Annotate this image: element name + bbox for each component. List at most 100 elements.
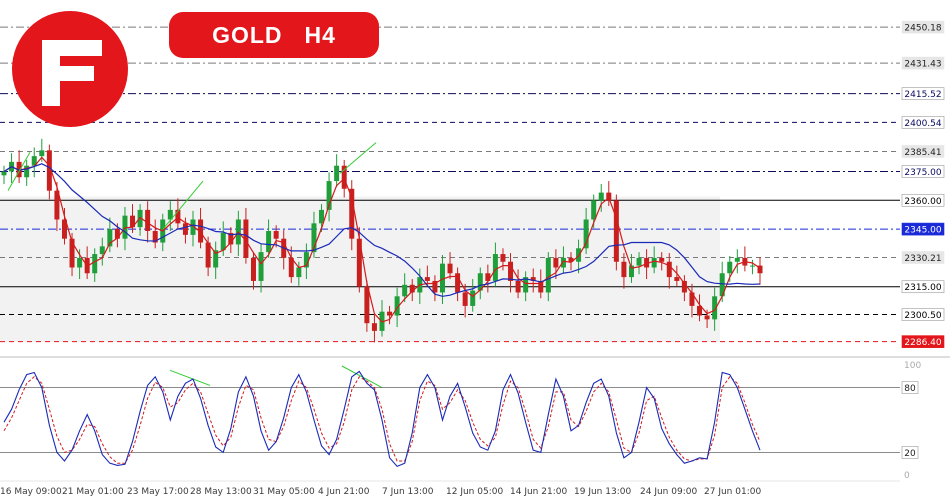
candle-body bbox=[99, 246, 105, 255]
candle-body bbox=[273, 231, 279, 239]
candle-body bbox=[432, 280, 438, 293]
candle-body bbox=[46, 150, 52, 191]
stoch-main-line bbox=[3, 370, 761, 468]
candle-body bbox=[530, 277, 536, 281]
price-label-3: 2400.54 bbox=[904, 119, 941, 129]
price-label-box bbox=[901, 308, 945, 321]
candle-body bbox=[424, 277, 430, 281]
candle-body bbox=[326, 181, 332, 210]
candle-body bbox=[500, 254, 506, 262]
candle-body bbox=[538, 280, 544, 293]
candle-body bbox=[364, 286, 370, 324]
candle-body bbox=[190, 219, 196, 235]
candle-body bbox=[439, 263, 445, 293]
candle-body bbox=[470, 290, 476, 306]
candle-body bbox=[205, 242, 211, 268]
price-label-4: 2385.41 bbox=[904, 148, 941, 158]
candle-body bbox=[220, 232, 226, 251]
candle-body bbox=[39, 150, 45, 157]
candle-body bbox=[636, 257, 642, 266]
candle-body bbox=[1, 171, 7, 176]
candle-body bbox=[77, 257, 83, 268]
candle-body bbox=[319, 209, 325, 224]
candle-body bbox=[61, 219, 67, 239]
price-label-7: 2345.00 bbox=[904, 226, 941, 236]
candle-body bbox=[31, 156, 37, 166]
candle-body bbox=[130, 215, 136, 228]
stoch-trend-line-1 bbox=[169, 369, 211, 386]
price-label-9: 2315.00 bbox=[904, 283, 941, 293]
candle-body bbox=[712, 296, 718, 320]
candle-body bbox=[92, 254, 98, 274]
price-label-box bbox=[901, 20, 945, 34]
candle-body bbox=[167, 209, 173, 220]
candle-body bbox=[613, 200, 619, 262]
candle-body bbox=[250, 257, 256, 281]
candle-body bbox=[508, 261, 514, 281]
candle-body bbox=[560, 257, 566, 268]
candle-body bbox=[228, 232, 234, 245]
candle-body bbox=[114, 229, 120, 239]
price-label-box bbox=[901, 145, 945, 158]
time-label-3: 28 May 13:00 bbox=[190, 487, 252, 497]
price-label-box bbox=[901, 335, 945, 348]
candle-body bbox=[606, 192, 612, 201]
stoch-level-label-0: 80 bbox=[904, 384, 916, 394]
price-label-box bbox=[901, 87, 945, 100]
price-label-2: 2415.52 bbox=[904, 90, 941, 100]
stoch-level-box bbox=[901, 381, 919, 394]
candle-body bbox=[757, 265, 763, 274]
candle-body bbox=[628, 265, 634, 278]
candle-body bbox=[387, 311, 393, 316]
candle-body bbox=[341, 165, 347, 189]
stoch-level-label-1: 20 bbox=[904, 449, 916, 459]
candle-body bbox=[349, 188, 355, 239]
candle-body bbox=[734, 257, 740, 262]
candle-body bbox=[447, 263, 453, 274]
candle-body bbox=[288, 257, 294, 278]
stoch-max-label: 100 bbox=[904, 361, 921, 371]
candle-body bbox=[568, 257, 574, 262]
stoch-signal-line bbox=[3, 376, 761, 464]
time-label-0: 16 May 09:00 bbox=[0, 487, 62, 497]
time-label-9: 19 Jun 13:00 bbox=[574, 487, 631, 497]
candle-body bbox=[54, 190, 60, 220]
candle-body bbox=[689, 292, 695, 306]
candle-body bbox=[674, 277, 680, 281]
candle-body bbox=[69, 238, 75, 268]
candle-body bbox=[334, 165, 340, 182]
candle-body bbox=[515, 280, 521, 293]
time-label-6: 7 Jun 13:00 bbox=[382, 487, 434, 497]
candle-body bbox=[145, 209, 151, 232]
candle-body bbox=[621, 261, 627, 278]
price-label-box bbox=[901, 165, 945, 178]
candle-body bbox=[243, 219, 249, 258]
trend-line-2 bbox=[339, 142, 377, 174]
candle-body bbox=[371, 323, 377, 331]
candle-body bbox=[666, 261, 672, 278]
candle-body bbox=[356, 238, 362, 287]
candle-body bbox=[598, 192, 604, 201]
candle-body bbox=[681, 280, 687, 293]
price-label-6: 2360.00 bbox=[904, 197, 941, 207]
candle-body bbox=[651, 257, 657, 268]
candle-body bbox=[523, 277, 529, 293]
candle-body bbox=[659, 257, 665, 262]
candle-body bbox=[644, 257, 650, 268]
instrument-badge: GOLD H4 bbox=[169, 12, 379, 58]
candle-body bbox=[296, 267, 302, 278]
candle-body bbox=[402, 284, 408, 297]
stoch-min-label: 0 bbox=[904, 471, 910, 481]
time-label-10: 24 Jun 09:00 bbox=[640, 487, 697, 497]
time-label-2: 23 May 17:00 bbox=[127, 487, 189, 497]
trend-line-3 bbox=[7, 152, 31, 191]
symbol-label: GOLD bbox=[212, 21, 283, 48]
price-label-box bbox=[901, 56, 945, 70]
time-label-1: 21 May 01:00 bbox=[62, 487, 124, 497]
candle-body bbox=[749, 265, 755, 267]
candle-body bbox=[485, 273, 491, 281]
fast-moving-average-line bbox=[3, 156, 761, 323]
candle-body bbox=[591, 200, 597, 220]
candle-body bbox=[182, 223, 188, 235]
candle-body bbox=[719, 273, 725, 297]
